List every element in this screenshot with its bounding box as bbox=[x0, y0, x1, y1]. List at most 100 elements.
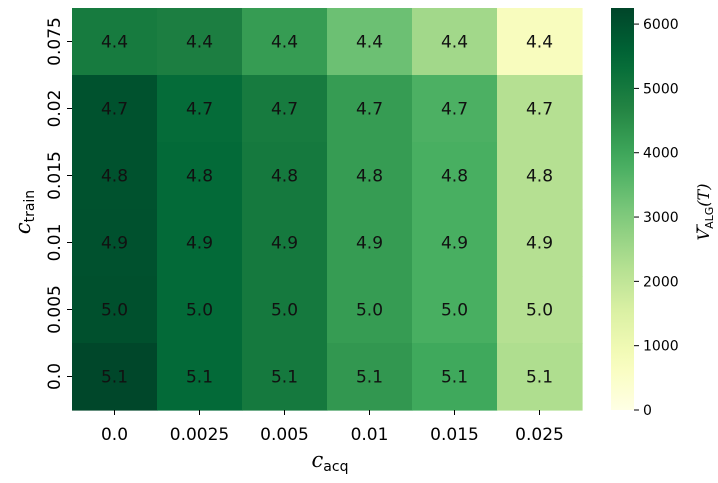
cell-annotation: 5.0 bbox=[101, 301, 128, 321]
cell-annotation: 4.9 bbox=[441, 234, 468, 254]
x-axis-label: cacq bbox=[312, 448, 349, 475]
cell-annotation: 4.8 bbox=[526, 167, 553, 187]
heatmap-cell bbox=[242, 142, 328, 210]
heatmap-cell bbox=[157, 343, 243, 411]
cell-annotation: 5.1 bbox=[526, 368, 553, 388]
cell-annotation: 4.7 bbox=[356, 100, 383, 120]
cell-annotations: 4.4 4.4 4.4 4.4 4.4 4.4 4.7 4.7 4.7 4.7 4.7 4.7 4.8 4… bbox=[101, 33, 553, 388]
cell-annotation: 5.1 bbox=[271, 368, 298, 388]
x-tick-label: 0.0 bbox=[101, 425, 128, 445]
cell-annotation: 5.0 bbox=[441, 301, 468, 321]
cell-annotation: 4.8 bbox=[101, 167, 128, 187]
cell-annotation: 4.9 bbox=[356, 234, 383, 254]
cell-annotation: 4.4 bbox=[356, 33, 383, 53]
cell-annotation: 4.7 bbox=[441, 100, 468, 120]
heatmap-cell bbox=[412, 343, 498, 411]
heatmap-cell bbox=[497, 75, 583, 143]
heatmap-cell bbox=[327, 343, 413, 411]
heatmap-cell bbox=[242, 8, 328, 76]
cell-annotation: 5.1 bbox=[101, 368, 128, 388]
heatmap-cell bbox=[327, 276, 413, 344]
colorbar-tick-label: 6000 bbox=[643, 17, 679, 33]
heatmap-cell bbox=[412, 75, 498, 143]
cell-annotation: 4.9 bbox=[101, 234, 128, 254]
heatmap-cell bbox=[72, 8, 158, 76]
cell-annotation: 4.9 bbox=[271, 234, 298, 254]
cell-annotation: 5.0 bbox=[526, 301, 553, 321]
colorbar-tick-label: 5000 bbox=[643, 81, 679, 97]
heatmap-cell bbox=[157, 142, 243, 210]
heatmap-cell bbox=[327, 209, 413, 277]
heatmap-cell bbox=[412, 209, 498, 277]
colorbar-label: VALG(T) bbox=[694, 184, 716, 241]
y-axis-ticks: 0.075 0.02 0.015 0.01 0.005 0.0 bbox=[45, 17, 72, 390]
y-tick-label: 0.01 bbox=[45, 224, 65, 262]
y-tick-label: 0.075 bbox=[45, 17, 65, 66]
x-tick-label: 0.015 bbox=[430, 425, 479, 445]
colorbar-tick-label: 3000 bbox=[643, 210, 679, 226]
heatmap-cell bbox=[157, 8, 243, 76]
heatmap-cell bbox=[497, 209, 583, 277]
heatmap-cell bbox=[497, 142, 583, 210]
heatmap-cell bbox=[72, 142, 158, 210]
heatmap-cell bbox=[242, 209, 328, 277]
heatmap-cell bbox=[412, 276, 498, 344]
heatmap-cell bbox=[72, 276, 158, 344]
heatmap-cell bbox=[497, 343, 583, 411]
y-tick-label: 0.0 bbox=[45, 363, 65, 390]
cell-annotation: 4.9 bbox=[186, 234, 213, 254]
colorbar-tick-label: 2000 bbox=[643, 274, 679, 290]
heatmap-cell bbox=[72, 343, 158, 411]
x-tick-label: 0.005 bbox=[260, 425, 309, 445]
cell-annotation: 4.4 bbox=[441, 33, 468, 53]
heatmap-cell bbox=[72, 209, 158, 277]
heatmap-cell bbox=[497, 8, 583, 76]
cell-annotation: 5.1 bbox=[356, 368, 383, 388]
cell-annotation: 4.7 bbox=[101, 100, 128, 120]
heatmap-cell bbox=[327, 142, 413, 210]
colorbar-tick-label: 4000 bbox=[643, 146, 679, 162]
y-axis-label: ctrain bbox=[11, 190, 38, 234]
cell-annotation: 4.4 bbox=[526, 33, 553, 53]
heatmap-cell bbox=[242, 75, 328, 143]
cell-annotation: 5.0 bbox=[356, 301, 383, 321]
heatmap-cell bbox=[412, 8, 498, 76]
colorbar-ticks: 0 1000 2000 3000 4000 5000 6000 bbox=[634, 17, 679, 419]
cell-annotation: 4.9 bbox=[526, 234, 553, 254]
heatmap-cell bbox=[157, 209, 243, 277]
heatmap-cell bbox=[242, 343, 328, 411]
y-tick-label: 0.02 bbox=[45, 90, 65, 128]
heatmap-cell bbox=[72, 75, 158, 143]
cell-annotation: 5.1 bbox=[441, 368, 468, 388]
cell-annotation: 4.4 bbox=[186, 33, 213, 53]
cell-annotation: 4.8 bbox=[441, 167, 468, 187]
heatmap-cell bbox=[412, 142, 498, 210]
heatmap-cell bbox=[497, 276, 583, 344]
cell-annotation: 4.8 bbox=[356, 167, 383, 187]
cell-annotation: 5.0 bbox=[271, 301, 298, 321]
x-axis-ticks: 0.0 0.0025 0.005 0.01 0.015 0.025 bbox=[101, 410, 564, 445]
cell-annotation: 5.0 bbox=[186, 301, 213, 321]
heatmap-cell bbox=[242, 276, 328, 344]
y-tick-label: 0.015 bbox=[45, 151, 65, 200]
colorbar-tick-label: 0 bbox=[643, 403, 652, 419]
y-tick-label: 0.005 bbox=[45, 285, 65, 334]
heatmap-cell bbox=[157, 75, 243, 143]
heatmap-cells bbox=[72, 8, 583, 411]
cell-annotation: 4.4 bbox=[271, 33, 298, 53]
heatmap-cell bbox=[157, 276, 243, 344]
heatmap-cell bbox=[327, 8, 413, 76]
cell-annotation: 4.7 bbox=[526, 100, 553, 120]
x-tick-label: 0.025 bbox=[515, 425, 564, 445]
heatmap-cell bbox=[327, 75, 413, 143]
cell-annotation: 4.8 bbox=[186, 167, 213, 187]
cell-annotation: 4.4 bbox=[101, 33, 128, 53]
colorbar-tick-label: 1000 bbox=[643, 339, 679, 355]
x-tick-label: 0.01 bbox=[351, 425, 389, 445]
cell-annotation: 4.7 bbox=[186, 100, 213, 120]
x-tick-label: 0.0025 bbox=[170, 425, 229, 445]
cell-annotation: 4.7 bbox=[271, 100, 298, 120]
cell-annotation: 4.8 bbox=[271, 167, 298, 187]
cell-annotation: 5.1 bbox=[186, 368, 213, 388]
